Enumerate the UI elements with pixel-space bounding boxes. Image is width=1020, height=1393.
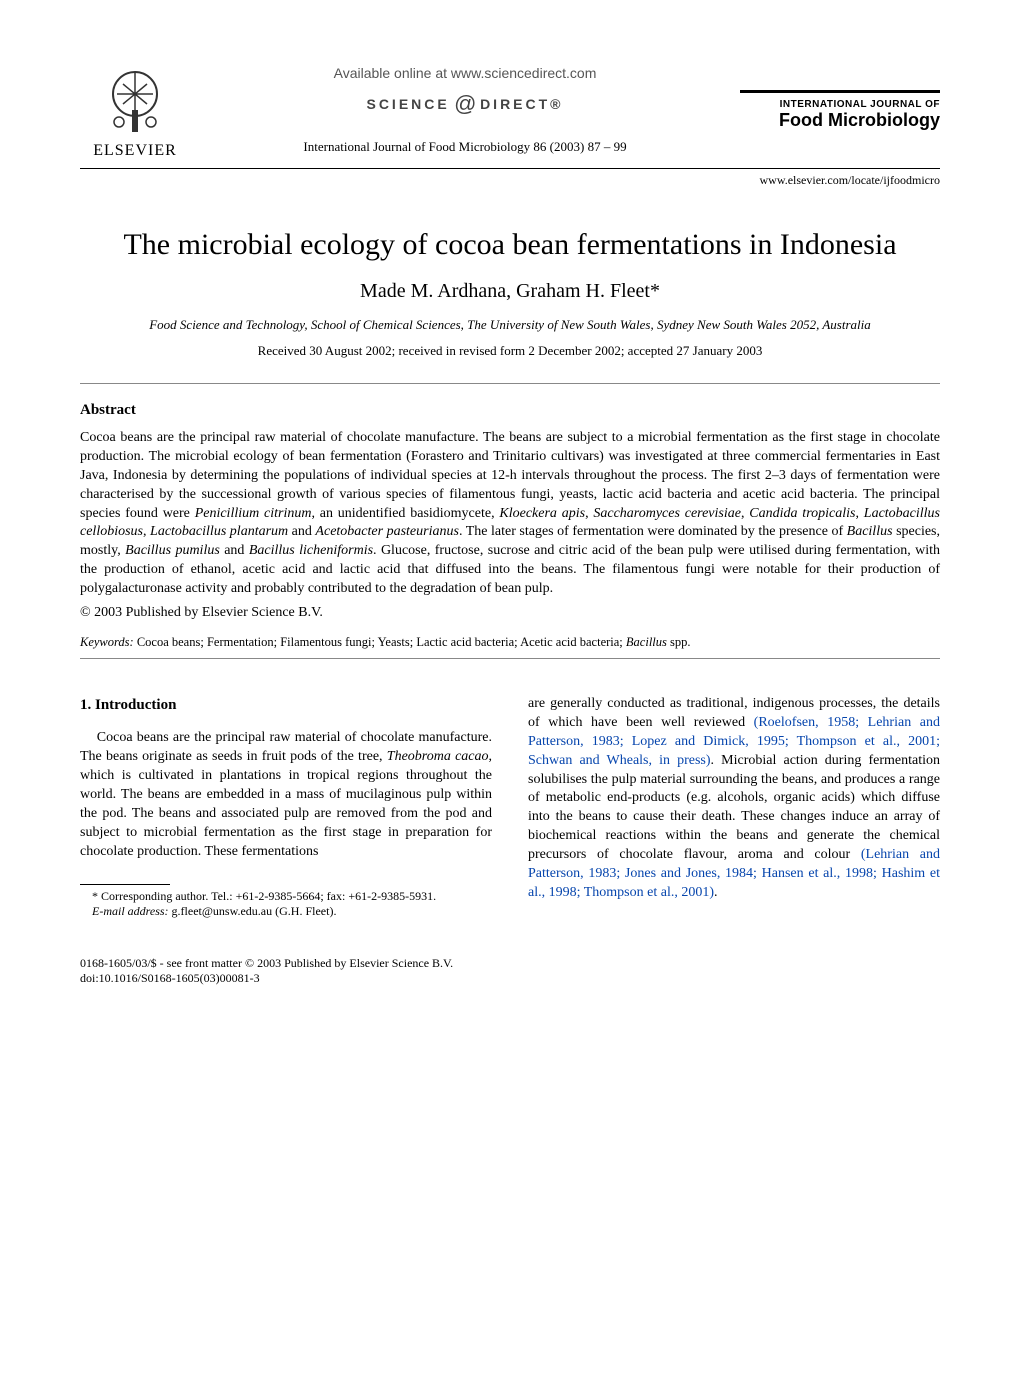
elsevier-tree-icon bbox=[95, 60, 175, 140]
keywords-body: Cocoa beans; Fermentation; Filamentous f… bbox=[137, 635, 691, 649]
introduction-heading: 1. Introduction bbox=[80, 695, 492, 715]
doi-line1: 0168-1605/03/$ - see front matter © 2003… bbox=[80, 956, 940, 972]
affiliation: Food Science and Technology, School of C… bbox=[80, 317, 940, 333]
page: ELSEVIER Available online at www.science… bbox=[0, 0, 1020, 1027]
divider bbox=[80, 658, 940, 659]
doi-block: 0168-1605/03/$ - see front matter © 2003… bbox=[80, 956, 940, 987]
corresponding-author-footnote: * Corresponding author. Tel.: +61-2-9385… bbox=[80, 889, 492, 905]
sd-left: SCIENCE bbox=[366, 96, 449, 112]
journal-brand: INTERNATIONAL JOURNAL OF Food Microbiolo… bbox=[740, 90, 940, 131]
brand-rule bbox=[740, 90, 940, 93]
available-online-text: Available online at www.sciencedirect.co… bbox=[334, 65, 597, 81]
keywords: Keywords: Cocoa beans; Fermentation; Fil… bbox=[80, 635, 940, 650]
center-header: Available online at www.sciencedirect.co… bbox=[190, 65, 740, 155]
article-dates: Received 30 August 2002; received in rev… bbox=[80, 343, 940, 359]
intro-right-paragraph: are generally conducted as traditional, … bbox=[528, 695, 940, 903]
intro-left-paragraph: Cocoa beans are the principal raw materi… bbox=[80, 729, 492, 861]
journal-brand-line1: INTERNATIONAL JOURNAL OF bbox=[740, 99, 940, 110]
keywords-label: Keywords: bbox=[80, 635, 134, 649]
abstract-heading: Abstract bbox=[80, 402, 940, 419]
email-label: E-mail address: bbox=[92, 904, 169, 918]
journal-brand-line2: Food Microbiology bbox=[740, 110, 940, 131]
article-title: The microbial ecology of cocoa bean ferm… bbox=[80, 228, 940, 262]
email-value: g.fleet@unsw.edu.au (G.H. Fleet). bbox=[172, 904, 337, 918]
publisher-block: ELSEVIER bbox=[80, 60, 190, 160]
doi-line2: doi:10.1016/S0168-1605(03)00081-3 bbox=[80, 971, 940, 987]
divider bbox=[80, 383, 940, 384]
journal-reference: International Journal of Food Microbiolo… bbox=[303, 139, 626, 155]
left-column: 1. Introduction Cocoa beans are the prin… bbox=[80, 695, 492, 920]
abstract-body: Cocoa beans are the principal raw materi… bbox=[80, 429, 940, 599]
abstract-copyright: © 2003 Published by Elsevier Science B.V… bbox=[80, 605, 940, 621]
science-direct-logo: SCIENCE @ DIRECT® bbox=[366, 91, 563, 117]
right-column: are generally conducted as traditional, … bbox=[528, 695, 940, 920]
two-column-body: 1. Introduction Cocoa beans are the prin… bbox=[80, 695, 940, 920]
header-row: ELSEVIER Available online at www.science… bbox=[80, 60, 940, 160]
sd-right: DIRECT® bbox=[480, 96, 563, 112]
footnote-rule bbox=[80, 884, 170, 885]
locate-url: www.elsevier.com/locate/ijfoodmicro bbox=[80, 168, 940, 188]
authors: Made M. Ardhana, Graham H. Fleet* bbox=[80, 280, 940, 303]
sd-at-icon: @ bbox=[454, 91, 476, 117]
publisher-name: ELSEVIER bbox=[93, 142, 177, 160]
email-footnote: E-mail address: g.fleet@unsw.edu.au (G.H… bbox=[80, 904, 492, 920]
